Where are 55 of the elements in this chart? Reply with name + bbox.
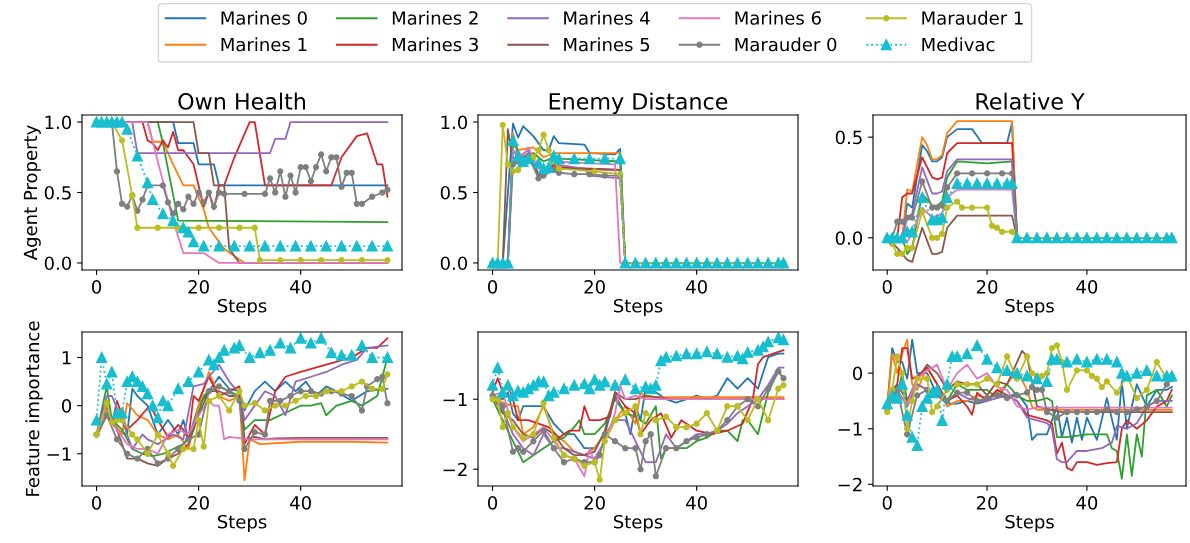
chart-title: Relative Y [976, 92, 1085, 110]
chart-title: Own Health [178, 92, 306, 110]
x-tick-label: 0 [487, 280, 498, 294]
x-tick-label: 20 [976, 496, 998, 510]
y-tick-label: 0.0 [440, 256, 468, 271]
y-tick-label: −1 [47, 447, 71, 461]
x-tick-label: 40 [290, 496, 311, 510]
y-tick-label: 0 [852, 366, 863, 381]
x-axis-title: Steps [613, 298, 663, 317]
y-tick-label: 1.0 [441, 115, 468, 130]
x-tick-label: 20 [584, 280, 605, 294]
chart-title: Enemy Distance [549, 92, 728, 115]
y-tick-label: 0.5 [835, 130, 862, 145]
y-tick-label: 1 [62, 351, 71, 365]
x-tick-label: 20 [976, 280, 998, 294]
legend-label: Marauder 1 [922, 10, 1023, 25]
legend-label: Marines 2 [392, 10, 478, 25]
x-axis-title: Steps [613, 514, 663, 533]
y-tick-label: 0.5 [440, 185, 467, 200]
x-axis-title: Steps [1005, 298, 1054, 317]
x-tick-label: 0 [882, 496, 892, 510]
legend-label: Marines 3 [392, 37, 478, 52]
x-tick-label: 20 [188, 496, 209, 510]
x-tick-label: 20 [188, 280, 209, 294]
x-axis-title: Steps [217, 514, 267, 533]
legend-label: Marines 1 [221, 37, 307, 52]
legend-label: Marines 0 [221, 10, 307, 25]
legend-label: Marines 5 [564, 37, 650, 52]
x-tick-label: 40 [290, 280, 311, 294]
y-tick-label: −1 [838, 422, 862, 436]
y-tick-label: −1 [443, 392, 467, 407]
x-tick-label: 40 [1076, 280, 1098, 294]
legend-label: Marines 6 [735, 10, 821, 25]
y-tick-label: −2 [443, 462, 467, 477]
x-axis-title: Steps [1005, 514, 1054, 533]
x-axis-title: Steps [217, 298, 267, 317]
legend-label: Marauder 0 [735, 37, 837, 52]
x-tick-label: 0 [487, 496, 498, 510]
y-tick-label: 1.0 [45, 115, 72, 130]
y-tick-label: 0 [61, 399, 72, 413]
x-tick-label: 0 [91, 280, 102, 294]
x-tick-label: 40 [686, 496, 707, 510]
y-tick-label: 0.5 [44, 185, 71, 200]
x-tick-label: 40 [686, 280, 707, 294]
y-tick-label: 0.0 [835, 231, 863, 245]
y-tick-label: −2 [838, 477, 862, 492]
y-axis-title: Feature importance [25, 321, 43, 496]
y-axis-title: Agent Property [23, 125, 41, 261]
x-tick-label: 0 [91, 496, 102, 510]
legend-label: Marines 4 [564, 10, 650, 25]
x-tick-label: 20 [584, 496, 605, 510]
legend-label: Medivac [922, 37, 995, 52]
x-tick-label: 0 [882, 280, 892, 294]
x-tick-label: 40 [1076, 496, 1098, 510]
y-tick-label: 0.0 [44, 256, 72, 271]
